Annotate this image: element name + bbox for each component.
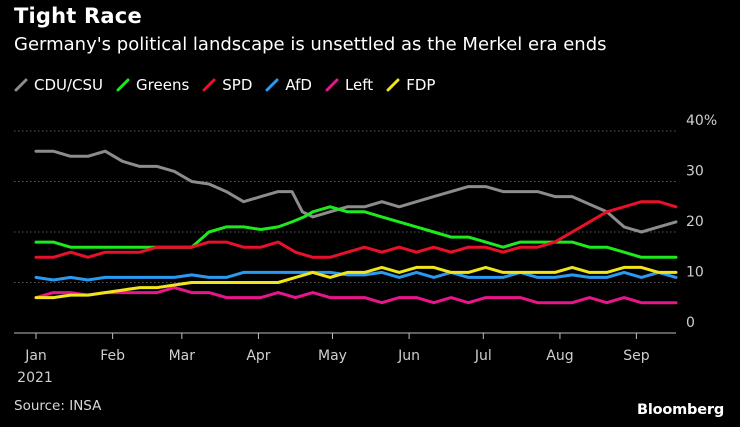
chart-title: Tight Race (14, 4, 142, 28)
legend-item-left: Left (325, 76, 373, 94)
x-tick-label-jul: Jul (474, 348, 492, 364)
x-tick-label-sep: Sep (623, 348, 650, 364)
y-tick-label-0: 0 (686, 315, 695, 331)
chart-subtitle: Germany's political landscape is unsettl… (14, 34, 607, 55)
series-line-spd (34, 200, 678, 259)
series-line-afd (34, 270, 678, 282)
x-tick-label-mar: Mar (169, 348, 196, 364)
legend-item-cdu-csu: CDU/CSU (14, 76, 103, 94)
x-tick-label-jun: Jun (397, 348, 420, 364)
legend-swatch-spd (202, 78, 216, 92)
series-line-cdu-csu (34, 149, 678, 234)
legend-swatch-fdp (386, 78, 400, 92)
x-tick-label-apr: Apr (246, 348, 270, 364)
legend-swatch-left (325, 78, 339, 92)
x-tick-label-feb: Feb (100, 348, 125, 364)
x-tick-label-aug: Aug (546, 348, 573, 364)
legend-label-cdu-csu: CDU/CSU (34, 76, 104, 94)
legend-label-greens: Greens (136, 76, 190, 94)
series-line-greens (34, 205, 678, 259)
legend-item-greens: Greens (116, 76, 189, 94)
x-tick-label-may: May (318, 348, 347, 364)
source-note: Source: INSA (14, 398, 102, 414)
legend-swatch-greens (116, 78, 130, 92)
legend-label-afd: AfD (285, 76, 312, 94)
y-tick-label-10: 10 (686, 265, 704, 281)
legend-item-spd: SPD (202, 76, 252, 94)
legend-label-fdp: FDP (406, 76, 436, 94)
y-tick-label-30: 30 (686, 164, 704, 180)
y-tick-label-40: 40% (686, 113, 717, 129)
legend-label-spd: SPD (222, 76, 253, 94)
legend-swatch-afd (265, 78, 279, 92)
legend-item-fdp: FDP (386, 76, 435, 94)
series-line-left (34, 286, 678, 305)
x-year-label: 2021 (17, 370, 53, 386)
y-tick-label-20: 20 (686, 214, 704, 230)
legend-swatch-cdu-csu (14, 78, 28, 92)
series-line-fdp (34, 265, 678, 300)
x-tick-label-jan: Jan (24, 348, 47, 364)
legend-label-left: Left (344, 76, 374, 94)
chart-legend: CDU/CSU Greens SPD AfD Left FDP (14, 76, 435, 94)
bloomberg-logo: Bloomberg (637, 402, 724, 418)
legend-item-afd: AfD (265, 76, 312, 94)
